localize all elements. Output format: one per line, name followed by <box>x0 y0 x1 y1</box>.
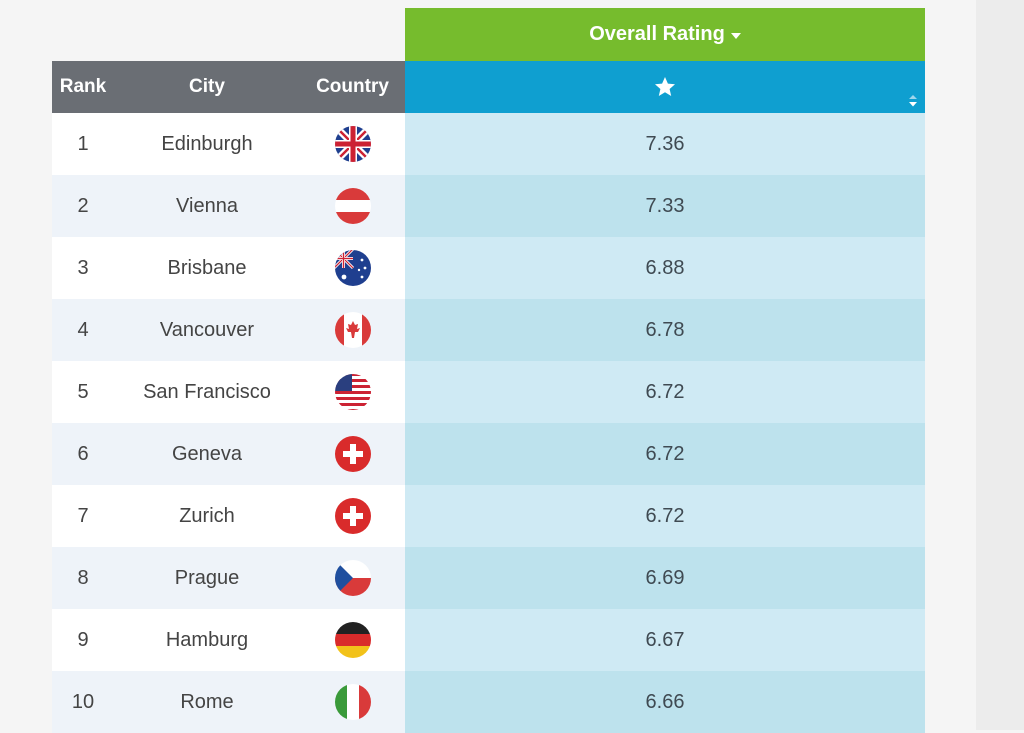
country-cell <box>300 175 405 237</box>
rating-cell: 6.72 <box>405 485 925 547</box>
rank-cell: 6 <box>52 423 114 485</box>
top-spacer <box>52 8 405 61</box>
table-row[interactable]: 10 Rome 6.66 <box>52 671 925 733</box>
country-cell <box>300 299 405 361</box>
city-cell: Prague <box>114 547 300 609</box>
country-cell <box>300 547 405 609</box>
city-cell: Edinburgh <box>114 113 300 175</box>
rank-cell: 5 <box>52 361 114 423</box>
city-cell: Hamburg <box>114 609 300 671</box>
table-row[interactable]: 4 Vancouver 6.78 <box>52 299 925 361</box>
rank-cell: 10 <box>52 671 114 733</box>
page-side-strip <box>976 0 1024 730</box>
sort-icon[interactable] <box>909 95 917 107</box>
rank-cell: 7 <box>52 485 114 547</box>
rank-cell: 4 <box>52 299 114 361</box>
city-cell: Zurich <box>114 485 300 547</box>
table-row[interactable]: 3 Brisbane 6.88 <box>52 237 925 299</box>
table-row[interactable]: 5 San Francisco 6.72 <box>52 361 925 423</box>
overall-rating-header[interactable]: Overall Rating <box>405 8 925 61</box>
rank-cell: 8 <box>52 547 114 609</box>
switzerland-flag-icon <box>334 436 371 472</box>
column-header-row: Rank City Country <box>52 61 925 113</box>
city-cell: Vancouver <box>114 299 300 361</box>
australia-flag-icon <box>334 250 371 286</box>
city-cell: Rome <box>114 671 300 733</box>
germany-flag-icon <box>334 622 371 658</box>
switzerland-flag-icon <box>334 498 371 534</box>
city-cell: Brisbane <box>114 237 300 299</box>
austria-flag-icon <box>334 188 371 224</box>
rank-column-header[interactable]: Rank <box>52 61 114 113</box>
rank-cell: 2 <box>52 175 114 237</box>
table-row[interactable]: 1 Edinburgh 7.36 <box>52 113 925 175</box>
rating-cell: 6.78 <box>405 299 925 361</box>
city-column-header[interactable]: City <box>114 61 300 113</box>
rank-cell: 9 <box>52 609 114 671</box>
country-cell <box>300 609 405 671</box>
city-cell: San Francisco <box>114 361 300 423</box>
city-cell: Vienna <box>114 175 300 237</box>
italy-flag-icon <box>334 684 371 720</box>
rating-cell: 6.69 <box>405 547 925 609</box>
rank-cell: 3 <box>52 237 114 299</box>
rating-cell: 6.72 <box>405 423 925 485</box>
table-row[interactable]: 2 Vienna 7.33 <box>52 175 925 237</box>
uk-flag-icon <box>334 126 371 162</box>
rating-cell: 6.67 <box>405 609 925 671</box>
country-cell <box>300 671 405 733</box>
city-ranking-table: Overall Rating Rank City Country 1 Edinbu… <box>52 8 925 733</box>
table-row[interactable]: 6 Geneva 6.72 <box>52 423 925 485</box>
table-row[interactable]: 7 Zurich 6.72 <box>52 485 925 547</box>
rating-cell: 7.33 <box>405 175 925 237</box>
caret-down-icon <box>730 32 741 39</box>
country-cell <box>300 361 405 423</box>
rating-column-header[interactable] <box>405 61 925 113</box>
table-top-row: Overall Rating <box>52 8 925 61</box>
country-cell <box>300 237 405 299</box>
table-body: 1 Edinburgh 7.36 2 Vienna 7.33 3 Brisbane 6.88 4 V… <box>52 113 925 733</box>
rank-cell: 1 <box>52 113 114 175</box>
table-row[interactable]: 8 Prague 6.69 <box>52 547 925 609</box>
rating-cell: 6.88 <box>405 237 925 299</box>
country-cell <box>300 113 405 175</box>
overall-rating-label: Overall Rating <box>589 23 725 45</box>
canada-flag-icon <box>334 312 371 348</box>
table-row[interactable]: 9 Hamburg 6.67 <box>52 609 925 671</box>
usa-flag-icon <box>334 374 371 410</box>
rating-cell: 7.36 <box>405 113 925 175</box>
country-cell <box>300 485 405 547</box>
rating-cell: 6.72 <box>405 361 925 423</box>
city-cell: Geneva <box>114 423 300 485</box>
star-icon <box>655 77 675 96</box>
rating-cell: 6.66 <box>405 671 925 733</box>
country-column-header[interactable]: Country <box>300 61 405 113</box>
czech-flag-icon <box>334 560 371 596</box>
country-cell <box>300 423 405 485</box>
